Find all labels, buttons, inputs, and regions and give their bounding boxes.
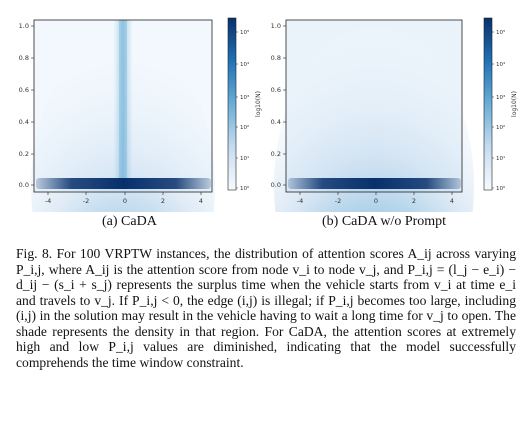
y-axis-a: 1.0 0.8 0.6 0.4 0.2 0.0 bbox=[19, 22, 34, 189]
colorbar-tick: 10⁵ bbox=[240, 29, 249, 36]
x-tick-label: -4 bbox=[45, 197, 51, 205]
colorbar-tick: 10⁰ bbox=[496, 185, 506, 192]
y-tick-label: 0.4 bbox=[271, 118, 281, 126]
x-tick-label: 0 bbox=[123, 197, 127, 205]
y-tick-label: 1.0 bbox=[271, 22, 281, 30]
colorbar-tick: 10¹ bbox=[240, 155, 249, 162]
x-tick-label: -2 bbox=[83, 197, 89, 205]
colorbar-a: 10⁵ 10⁴ 10³ 10² 10¹ 10⁰ log10(N) bbox=[228, 18, 262, 192]
colorbar-tick: 10⁰ bbox=[240, 185, 250, 192]
x-tick-label: 4 bbox=[199, 197, 203, 205]
colorbar-tick: 10² bbox=[240, 124, 249, 131]
y-tick-label: 0.0 bbox=[271, 181, 281, 189]
colorbar-tick: 10³ bbox=[240, 94, 249, 101]
x-tick-label: 4 bbox=[450, 197, 454, 205]
panel-b: 1.0 0.8 0.6 0.4 0.2 0.0 -4 -2 0 2 4 bbox=[271, 18, 518, 212]
colorbar-tick: 10⁴ bbox=[496, 61, 506, 68]
x-tick-label: 2 bbox=[161, 197, 165, 205]
y-tick-label: 0.6 bbox=[19, 86, 29, 94]
colorbar-b: 10⁵ 10⁴ 10³ 10² 10¹ 10⁰ log10(N) bbox=[484, 18, 518, 192]
colorbar-label: log10(N) bbox=[511, 91, 518, 117]
x-tick-label: -4 bbox=[297, 197, 303, 205]
subcaption-b: (b) CaDA w/o Prompt bbox=[322, 214, 446, 230]
subcaption-a: (a) CaDA bbox=[102, 214, 157, 230]
y-tick-label: 0.8 bbox=[271, 54, 281, 62]
caption-label: Fig. 8. bbox=[16, 246, 52, 261]
figure-panels: 1.0 0.8 0.6 0.4 0.2 0.0 -4 -2 0 2 4 bbox=[0, 0, 529, 212]
y-tick-label: 1.0 bbox=[19, 22, 29, 30]
x-tick-label: -2 bbox=[335, 197, 341, 205]
colorbar-tick: 10⁵ bbox=[496, 29, 505, 36]
colorbar-tick: 10³ bbox=[496, 94, 505, 101]
colorbar-tick: 10² bbox=[496, 124, 505, 131]
y-tick-label: 0.4 bbox=[19, 118, 29, 126]
colorbar-tick: 10⁴ bbox=[240, 61, 250, 68]
x-tick-label: 0 bbox=[374, 197, 378, 205]
y-tick-label: 0.2 bbox=[271, 150, 281, 158]
y-tick-label: 0.2 bbox=[19, 150, 29, 158]
caption-text: For 100 VRPTW instances, the distributio… bbox=[16, 246, 516, 370]
density-band-a bbox=[36, 178, 211, 189]
colorbar-label: log10(N) bbox=[255, 91, 262, 117]
y-tick-label: 0.8 bbox=[19, 54, 29, 62]
colorbar-tick: 10¹ bbox=[496, 155, 505, 162]
density-band-b bbox=[288, 178, 461, 189]
y-tick-label: 0.0 bbox=[19, 181, 29, 189]
y-tick-label: 0.6 bbox=[271, 86, 281, 94]
figure-caption: Fig. 8. For 100 VRPTW instances, the dis… bbox=[16, 246, 516, 370]
panel-a: 1.0 0.8 0.6 0.4 0.2 0.0 -4 -2 0 2 4 bbox=[19, 18, 262, 212]
x-tick-label: 2 bbox=[412, 197, 416, 205]
